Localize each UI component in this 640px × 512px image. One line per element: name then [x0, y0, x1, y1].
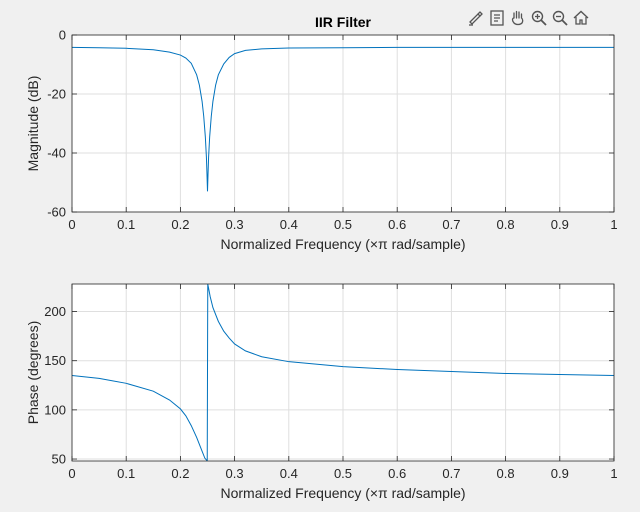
- x-tick-label: 0.7: [442, 217, 460, 232]
- home-tool-button[interactable]: [571, 8, 591, 28]
- x-tick-label: 0.5: [334, 466, 352, 481]
- axes-magnitude: 0 0.1 0.2 0.3 0.4 0.5 0.6 0.7 0.8 0.9 1 -60 -40 -20 0 N…: [25, 14, 618, 252]
- x-tick-label: 0.3: [226, 217, 244, 232]
- y-tick-label: 50: [52, 452, 66, 467]
- x-tick-label: 0.1: [117, 217, 135, 232]
- chart-title: IIR Filter: [315, 14, 372, 30]
- home-icon: [572, 9, 590, 27]
- x-tick-label: 0.4: [280, 217, 298, 232]
- x-tick-label: 0.1: [117, 466, 135, 481]
- x-tick-label: 0: [68, 466, 75, 481]
- x-tick-label: 0.5: [334, 217, 352, 232]
- brush-tool-button[interactable]: [466, 8, 486, 28]
- pan-icon: [509, 9, 527, 27]
- y-tick-label: 100: [44, 402, 66, 417]
- x-tick-label: 0.8: [497, 217, 515, 232]
- x-tick-label: 0.9: [551, 466, 569, 481]
- y-tick-label: -60: [47, 205, 66, 220]
- x-tick-label: 1: [610, 217, 617, 232]
- data-tips-tool-button[interactable]: [487, 8, 507, 28]
- x-tick-label: 0.2: [171, 466, 189, 481]
- figure-toolbar: [466, 8, 591, 28]
- x-tick-label: 0.6: [388, 217, 406, 232]
- zoom-out-icon: [551, 9, 569, 27]
- x-tick-label: 0.7: [442, 466, 460, 481]
- x-tick-label: 0.9: [551, 217, 569, 232]
- zoom-in-tool-button[interactable]: [529, 8, 549, 28]
- y-axis-label: Magnitude (dB): [25, 76, 41, 172]
- x-axis-label: Normalized Frequency (×π rad/sample): [220, 485, 465, 501]
- pan-tool-button[interactable]: [508, 8, 528, 28]
- y-tick-label: 200: [44, 304, 66, 319]
- x-tick-label: 0: [68, 217, 75, 232]
- x-tick-label: 0.8: [497, 466, 515, 481]
- series-line: [72, 284, 614, 461]
- y-tick-label: 0: [59, 28, 66, 43]
- x-tick-label: 0.4: [280, 466, 298, 481]
- axes-phase: 0 0.1 0.2 0.3 0.4 0.5 0.6 0.7 0.8 0.9 150100150200…: [25, 283, 618, 501]
- x-tick-label: 0.2: [171, 217, 189, 232]
- x-tick-label: 0.6: [388, 466, 406, 481]
- brush-icon: [467, 9, 485, 27]
- zoom-in-icon: [530, 9, 548, 27]
- data-tips-icon: [488, 9, 506, 27]
- y-tick-label: -20: [47, 87, 66, 102]
- series-line: [72, 46, 614, 192]
- x-axis-label: Normalized Frequency (×π rad/sample): [220, 236, 465, 252]
- y-axis-label: Phase (degrees): [25, 321, 41, 425]
- zoom-out-tool-button[interactable]: [550, 8, 570, 28]
- x-tick-label: 0.3: [226, 466, 244, 481]
- y-tick-label: -40: [47, 146, 66, 161]
- y-tick-label: 150: [44, 353, 66, 368]
- x-tick-label: 1: [610, 466, 617, 481]
